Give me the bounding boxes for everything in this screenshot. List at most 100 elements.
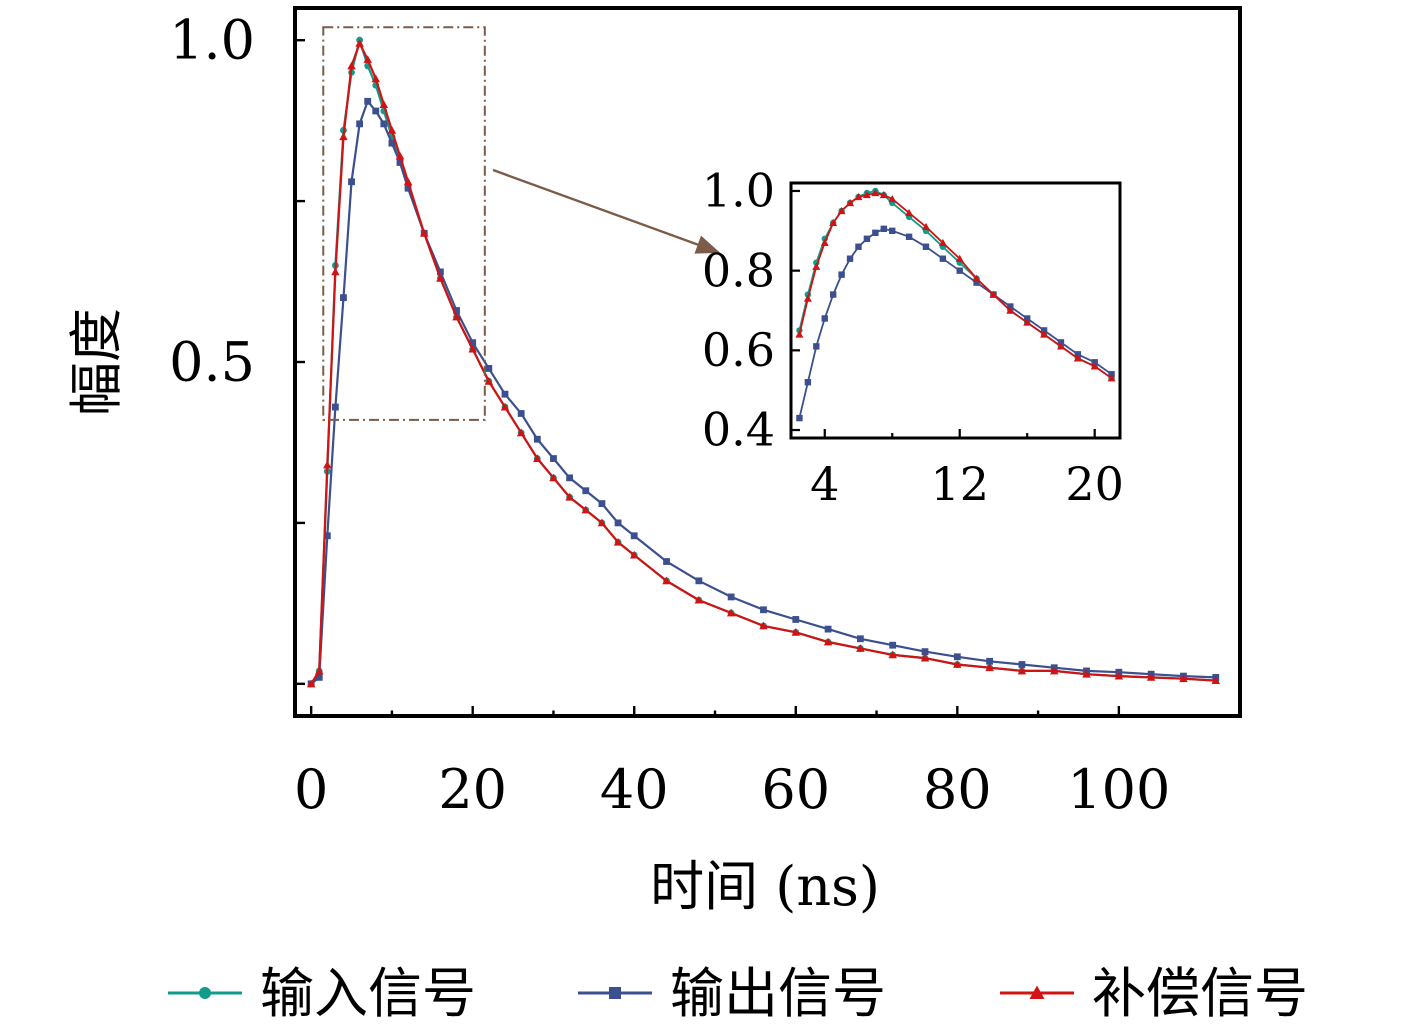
data-point [395, 151, 405, 160]
x-tick-label: 40 [600, 758, 669, 821]
data-point [863, 235, 871, 242]
data-point [824, 625, 832, 633]
data-point [396, 159, 404, 166]
data-point [803, 294, 812, 302]
data-point [566, 474, 574, 482]
x-tick-label: 12 [930, 457, 989, 511]
data-point [348, 178, 355, 186]
data-point [846, 198, 855, 207]
data-point [854, 192, 863, 201]
y-tick-label: 0.6 [702, 323, 775, 377]
data-point [468, 344, 477, 353]
data-point [436, 268, 444, 276]
data-point [403, 177, 413, 186]
data-point [880, 225, 887, 233]
zoom-box [322, 26, 486, 421]
data-point [331, 403, 339, 411]
data-point [856, 635, 864, 643]
x-tick-label: 0 [294, 758, 328, 821]
data-point [955, 254, 964, 262]
data-point [452, 312, 461, 321]
data-point [501, 390, 509, 398]
data-point [889, 227, 896, 235]
zoom-arrow [492, 168, 721, 254]
data-point [791, 628, 801, 636]
data-point [956, 267, 963, 274]
data-point [795, 330, 804, 338]
data-point [388, 139, 396, 147]
data-point [837, 206, 846, 215]
data-point [986, 657, 994, 665]
data-point [1040, 330, 1049, 338]
data-point [921, 222, 930, 231]
data-point [363, 55, 372, 63]
data-point [404, 184, 412, 192]
x-axis-label: 时间 (ns) [650, 855, 880, 918]
data-point [613, 537, 623, 546]
data-point [888, 194, 897, 203]
data-point [760, 606, 767, 614]
data-point [726, 608, 736, 617]
legend-label: 补偿信号 [1092, 962, 1308, 1025]
series-3 [795, 188, 1116, 382]
data-point [829, 291, 837, 298]
data-point [804, 379, 812, 386]
y-tick-label: 0.4 [702, 403, 775, 457]
data-point [812, 262, 821, 270]
data-point [549, 473, 558, 482]
data-point [436, 274, 445, 282]
data-point [922, 243, 930, 250]
data-point [1023, 318, 1032, 326]
data-point [516, 428, 526, 437]
data-point [323, 460, 332, 469]
data-point [315, 673, 323, 681]
data-point [921, 648, 929, 656]
data-point [662, 576, 671, 585]
data-point [630, 532, 638, 540]
legend-marker [199, 987, 211, 999]
data-point [953, 660, 962, 668]
data-point [453, 307, 460, 314]
data-point [1018, 661, 1026, 668]
data-point [796, 414, 803, 422]
data-point [331, 267, 340, 276]
data-point [871, 188, 880, 197]
data-point [372, 107, 380, 115]
data-point [862, 190, 871, 199]
data-point [838, 271, 845, 278]
data-point [1179, 674, 1188, 683]
data-point [379, 100, 389, 108]
data-point [355, 39, 364, 47]
data-point [1073, 354, 1082, 362]
data-point [938, 238, 947, 246]
x-tick-label: 4 [810, 457, 839, 511]
data-point [485, 365, 493, 372]
data-point [985, 663, 994, 672]
data-point [905, 233, 913, 240]
legend-entry-3: 补偿信号 [1000, 962, 1308, 1025]
data-point [533, 435, 541, 443]
data-point [759, 621, 768, 630]
data-point [371, 74, 381, 83]
y-tick-label: 1.0 [169, 9, 255, 72]
data-point [920, 653, 930, 662]
data-point [829, 218, 838, 227]
data-point [663, 558, 670, 565]
data-point [314, 666, 324, 675]
data-point [846, 255, 854, 262]
data-point [484, 377, 494, 385]
data-point [517, 410, 525, 417]
x-tick-label: 20 [1065, 457, 1124, 511]
plot-frame [789, 181, 1122, 440]
data-point [973, 279, 980, 286]
legend-marker [609, 987, 621, 999]
data-point [695, 577, 703, 585]
data-point [1082, 669, 1091, 678]
data-point [550, 455, 557, 462]
data-point [1107, 374, 1116, 382]
data-point [565, 492, 574, 501]
inset-plot: 4 12 20 0.4 0.6 0.8 1.0 [702, 164, 1124, 511]
data-point [1114, 671, 1124, 680]
